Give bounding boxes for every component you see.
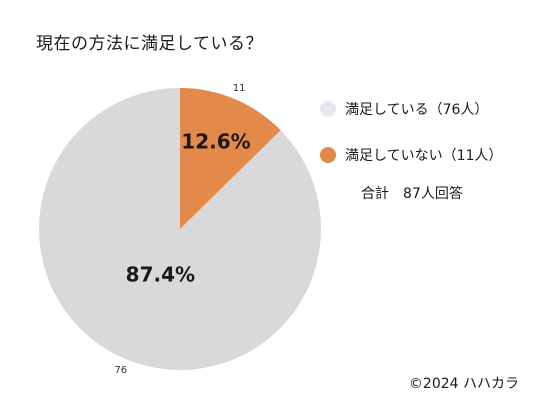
pie-slice-satisfied [38, 88, 322, 370]
legend-swatch-not-satisfied [320, 147, 336, 163]
pie-slice-not-satisfied [180, 88, 281, 229]
chart-legend: 満足している（76人） 満足していない（11人） [320, 99, 530, 191]
slice-value-label-satisfied: 76 [114, 365, 127, 376]
legend-total: 合計 87人回答 [361, 186, 463, 202]
copyright-text: ©2024 ハハカラ [408, 376, 519, 392]
legend-item-not-satisfied: 満足していない（11人） [320, 145, 530, 165]
slice-percent-label-not-satisfied: 12.6% [181, 130, 250, 154]
legend-item-satisfied: 満足している（76人） [320, 99, 530, 119]
slice-value-label-not-satisfied: 11 [233, 83, 246, 94]
legend-label-satisfied: 満足している（76人） [345, 102, 489, 118]
slice-percent-label-satisfied: 87.4% [126, 262, 195, 286]
chart-title: 現在の方法に満足している？ [36, 34, 263, 54]
legend-swatch-satisfied [320, 101, 336, 117]
legend-label-not-satisfied: 満足していない（11人） [345, 148, 503, 164]
